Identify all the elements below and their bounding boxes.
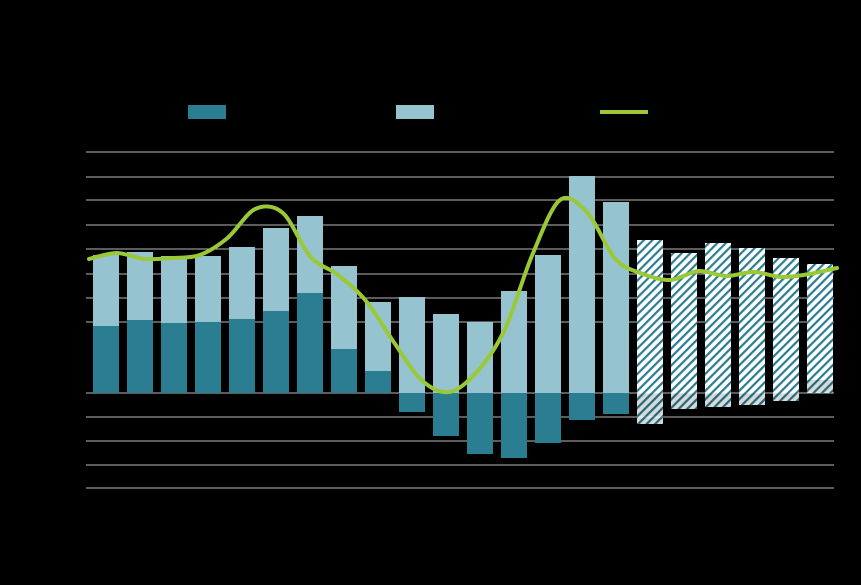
light-bar-forecast	[705, 243, 731, 393]
dark-bar	[297, 293, 323, 393]
dark-bar	[603, 393, 629, 414]
dark-bar	[467, 393, 493, 454]
dark-bar	[331, 349, 357, 393]
dark-bar	[569, 393, 595, 420]
dark-bar-forecast	[807, 380, 833, 393]
dark-bar	[399, 393, 425, 412]
light-bar	[365, 302, 391, 371]
light-bar	[603, 202, 629, 393]
light-bar-forecast	[637, 240, 663, 393]
dark-bar	[229, 319, 255, 393]
light-bar	[195, 256, 221, 322]
dark-bar-forecast	[739, 393, 765, 405]
dark-bar-forecast	[705, 393, 731, 407]
dark-bar	[161, 323, 187, 393]
light-bar-forecast	[807, 264, 833, 380]
series-a-legend	[188, 105, 226, 119]
dark-bar-forecast	[773, 393, 799, 401]
light-bar	[433, 314, 459, 393]
light-bar-forecast	[739, 248, 765, 393]
light-bar	[535, 255, 561, 393]
light-bar	[263, 228, 289, 311]
dark-bar	[127, 320, 153, 393]
dark-bar	[535, 393, 561, 443]
dark-bar	[195, 322, 221, 393]
combo-chart	[0, 0, 861, 585]
series-b-legend	[396, 105, 434, 119]
dark-bar	[93, 326, 119, 393]
dark-bar	[433, 393, 459, 436]
dark-bar	[501, 393, 527, 458]
dark-bar	[365, 371, 391, 393]
light-bar	[127, 252, 153, 320]
dark-bar-forecast	[637, 393, 663, 424]
light-bar	[161, 256, 187, 323]
light-bar	[229, 247, 255, 319]
light-bar	[93, 255, 119, 326]
dark-bar-forecast	[671, 393, 697, 409]
dark-bar	[263, 311, 289, 393]
